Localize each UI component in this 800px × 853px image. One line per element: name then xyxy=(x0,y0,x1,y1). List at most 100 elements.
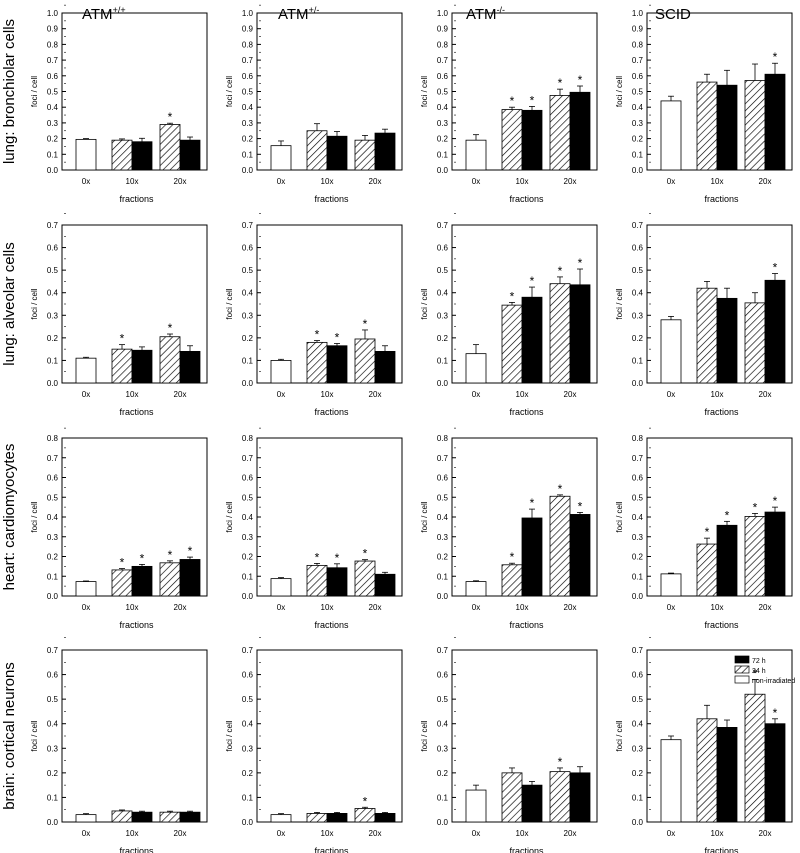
y-tick-label: 0.5 xyxy=(47,493,59,502)
bar-72h xyxy=(374,132,396,171)
bar-24h xyxy=(501,304,523,384)
bar-24h xyxy=(354,808,376,823)
significance-asterisk: * xyxy=(753,500,758,514)
significance-asterisk: * xyxy=(578,499,583,513)
x-tick-label: 20x xyxy=(174,390,187,399)
x-tick-label: 0x xyxy=(472,177,480,186)
x-tick-label: 0x xyxy=(667,603,675,612)
x-tick-label: 0x xyxy=(277,390,285,399)
significance-asterisk: * xyxy=(363,547,368,561)
y-tick-label: 0.6 xyxy=(437,671,449,680)
y-tick-label: 0.5 xyxy=(632,266,644,275)
x-axis-label: fractions xyxy=(509,194,544,204)
x-axis-label: fractions xyxy=(704,407,739,417)
y-tick-label: 0.7 xyxy=(632,454,644,463)
bar-nonirradiated xyxy=(270,578,292,597)
y-tick-label: 0.1 xyxy=(437,572,449,581)
y-tick-label: 0.9 xyxy=(437,25,449,34)
bar-72h xyxy=(374,813,396,823)
x-tick-label: 10x xyxy=(321,177,334,186)
significance-asterisk: * xyxy=(168,548,173,562)
x-axis-label: fractions xyxy=(314,620,349,630)
y-tick-label: 0.7 xyxy=(242,56,254,65)
bar-72h xyxy=(764,279,786,384)
significance-asterisk: * xyxy=(335,331,340,345)
significance-asterisk: * xyxy=(315,328,320,342)
row-title: heart: cardiomyocytes xyxy=(1,444,18,591)
y-tick-label: 0.3 xyxy=(632,744,644,753)
bar-24h xyxy=(111,348,133,384)
chart-panel: 0.0 0.1 0.2 0.3 0.4 0.5 0.6 0.7 0.8 0.9 1.0 foci / … xyxy=(420,4,598,204)
significance-asterisk: * xyxy=(168,321,173,335)
y-tick-label: 0.4 xyxy=(632,103,644,112)
significance-asterisk: * xyxy=(168,110,173,124)
significance-asterisk: * xyxy=(510,289,515,303)
y-tick-label: 0.7 xyxy=(47,454,59,463)
y-tick-label: 0.2 xyxy=(47,334,59,343)
column-title: ATM+/- xyxy=(278,5,319,23)
x-tick-label: 0x xyxy=(472,829,480,838)
y-tick-label: 0.4 xyxy=(242,289,254,298)
chart-panel: 0.0 0.1 0.2 0.3 0.4 0.5 0.6 0.7 foci / cell 0x 10x… xyxy=(420,637,598,853)
y-tick-label: 0.4 xyxy=(47,289,59,298)
chart-panel: 0.0 0.1 0.2 0.3 0.4 0.5 0.6 0.7 foci / cell 0x 10x… xyxy=(615,637,793,853)
y-tick-label: 0.3 xyxy=(632,119,644,128)
y-tick-label: 0.2 xyxy=(632,334,644,343)
y-tick-label: 0.5 xyxy=(47,88,59,97)
significance-asterisk: * xyxy=(188,544,193,558)
y-tick-label: 0.5 xyxy=(437,493,449,502)
x-tick-label: 0x xyxy=(472,390,480,399)
legend-label: 24 h xyxy=(752,668,766,675)
bar-24h xyxy=(159,336,181,384)
y-axis-label: foci / cell xyxy=(30,501,39,532)
y-tick-label: 0.0 xyxy=(437,592,449,601)
bar-24h xyxy=(696,81,718,171)
x-tick-label: 10x xyxy=(321,603,334,612)
x-tick-label: 0x xyxy=(82,603,90,612)
y-tick-label: 0.6 xyxy=(242,474,254,483)
x-tick-label: 20x xyxy=(369,829,382,838)
y-tick-label: 0.2 xyxy=(437,135,449,144)
x-axis-label: fractions xyxy=(509,620,544,630)
bar-24h xyxy=(111,810,133,823)
y-axis-label: foci / cell xyxy=(420,76,429,107)
y-tick-label: 0.4 xyxy=(47,103,59,112)
x-tick-label: 20x xyxy=(759,177,772,186)
significance-asterisk: * xyxy=(140,551,145,565)
x-tick-label: 0x xyxy=(667,390,675,399)
y-tick-label: 0.5 xyxy=(242,695,254,704)
y-tick-label: 0.6 xyxy=(242,244,254,253)
bar-24h xyxy=(744,693,766,823)
y-tick-label: 0.9 xyxy=(242,25,254,34)
column-title: ATM+/+ xyxy=(82,5,126,23)
bar-24h xyxy=(306,130,328,171)
y-tick-label: 0.6 xyxy=(632,72,644,81)
significance-asterisk: * xyxy=(510,94,515,108)
bar-24h xyxy=(549,495,571,597)
y-tick-label: 0.0 xyxy=(632,166,644,175)
y-tick-label: 0.3 xyxy=(632,311,644,320)
y-axis-label: foci / cell xyxy=(225,76,234,107)
y-tick-label: 0.8 xyxy=(47,40,59,49)
y-tick-label: 0.3 xyxy=(47,744,59,753)
bar-nonirradiated xyxy=(270,360,292,384)
significance-asterisk: * xyxy=(773,494,778,508)
y-tick-label: 0.3 xyxy=(242,311,254,320)
y-tick-label: 0.4 xyxy=(47,720,59,729)
y-tick-label: 0.5 xyxy=(437,88,449,97)
x-tick-label: 20x xyxy=(369,603,382,612)
y-tick-label: 0.4 xyxy=(242,513,254,522)
y-tick-label: 0.4 xyxy=(437,720,449,729)
y-tick-label: 0.2 xyxy=(242,553,254,562)
y-tick-label: 0.2 xyxy=(47,135,59,144)
column-title-superscript: +/+ xyxy=(113,5,126,15)
column-title-base: ATM xyxy=(82,6,113,23)
bar-nonirradiated xyxy=(270,145,292,171)
bar-72h xyxy=(131,811,153,823)
y-tick-label: 1.0 xyxy=(242,9,254,18)
y-tick-label: 0.5 xyxy=(437,266,449,275)
bar-24h xyxy=(501,564,523,597)
y-tick-label: 0.0 xyxy=(437,166,449,175)
x-tick-label: 10x xyxy=(126,177,139,186)
y-tick-label: 0.4 xyxy=(242,103,254,112)
